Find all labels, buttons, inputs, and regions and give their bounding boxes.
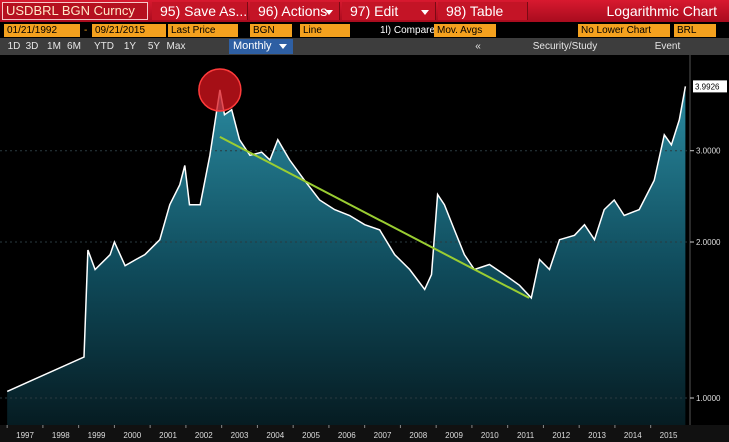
x-tick-label: 2010 [481, 431, 499, 440]
range-button[interactable]: 1M [47, 41, 61, 52]
x-tick-label: 2015 [660, 431, 678, 440]
menu-label: 96) Actions [258, 3, 328, 19]
style-field[interactable]: Line [300, 24, 350, 37]
price-line [6, 86, 687, 393]
range-button[interactable]: 1Y [123, 41, 137, 52]
range-bar [0, 38, 729, 55]
end-date[interactable]: 09/21/2015 [92, 24, 166, 37]
peak-highlight [198, 68, 242, 112]
period-label: Monthly [233, 40, 272, 52]
date-separator: - [84, 25, 88, 36]
currency-field[interactable]: BRL [674, 24, 716, 37]
lower-chart-field[interactable]: No Lower Chart [578, 24, 670, 37]
x-tick-label: 2012 [552, 431, 570, 440]
actions-menu[interactable]: 96) Actions [250, 2, 340, 20]
x-tick-label: 2008 [409, 431, 427, 440]
x-tick-label: 1997 [16, 431, 34, 440]
source-field[interactable]: BGN [250, 24, 292, 37]
last-price-label: 3.9926 [695, 82, 720, 91]
x-tick-label: 2001 [159, 431, 177, 440]
period-select[interactable]: Monthly [229, 39, 293, 54]
security-study-button[interactable]: Security/Study [532, 41, 598, 52]
back-button[interactable]: « [475, 41, 481, 52]
x-tick-label: 1999 [88, 431, 106, 440]
x-tick-label: 2002 [195, 431, 213, 440]
x-tick-label: 2004 [266, 431, 284, 440]
x-axis-band [0, 425, 729, 442]
trend-line [219, 136, 530, 299]
x-tick-label: 2007 [374, 431, 392, 440]
x-tick-label: 2011 [517, 431, 535, 440]
y-tick-label: 2.0000 [696, 238, 721, 247]
last-price-box [693, 80, 727, 93]
mov-avgs-field[interactable]: Mov. Avgs [434, 24, 496, 37]
range-button[interactable]: Max [166, 41, 186, 52]
event-button[interactable]: Event [654, 41, 681, 52]
menu-label: 97) Edit [350, 3, 399, 19]
chart-kind: Logarithmic Chart [606, 3, 718, 19]
start-date[interactable]: 01/21/1992 [4, 24, 80, 37]
price-field[interactable]: Last Price [168, 24, 238, 37]
range-button[interactable]: 1D [7, 41, 21, 52]
compare-button[interactable]: 1l) Compare [380, 25, 436, 36]
range-button[interactable]: 3D [25, 41, 39, 52]
x-tick-label: 2014 [624, 431, 642, 440]
range-button[interactable]: 5Y [147, 41, 161, 52]
x-tick-label: 2013 [588, 431, 606, 440]
x-tick-label: 2000 [123, 431, 141, 440]
y-tick-label: 1.0000 [696, 394, 721, 403]
table-menu[interactable]: 98) Table [438, 2, 528, 20]
x-tick-label: 2009 [445, 431, 463, 440]
area-fill [7, 86, 686, 426]
y-tick-label: 3.0000 [696, 147, 721, 156]
range-button[interactable]: YTD [94, 41, 114, 52]
range-button[interactable]: 6M [67, 41, 81, 52]
x-tick-label: 2006 [338, 431, 356, 440]
x-tick-label: 2003 [231, 431, 249, 440]
security-field[interactable]: USDBRL BGN Curncy [2, 2, 148, 20]
x-tick-label: 2005 [302, 431, 320, 440]
x-tick-label: 1998 [52, 431, 70, 440]
chart: 1.0000 2.0000 3.0000 3.9926 1997 1998 1999 2000… [0, 55, 729, 442]
edit-menu[interactable]: 97) Edit [342, 2, 436, 20]
save-menu[interactable]: 95) Save As... [152, 2, 248, 20]
